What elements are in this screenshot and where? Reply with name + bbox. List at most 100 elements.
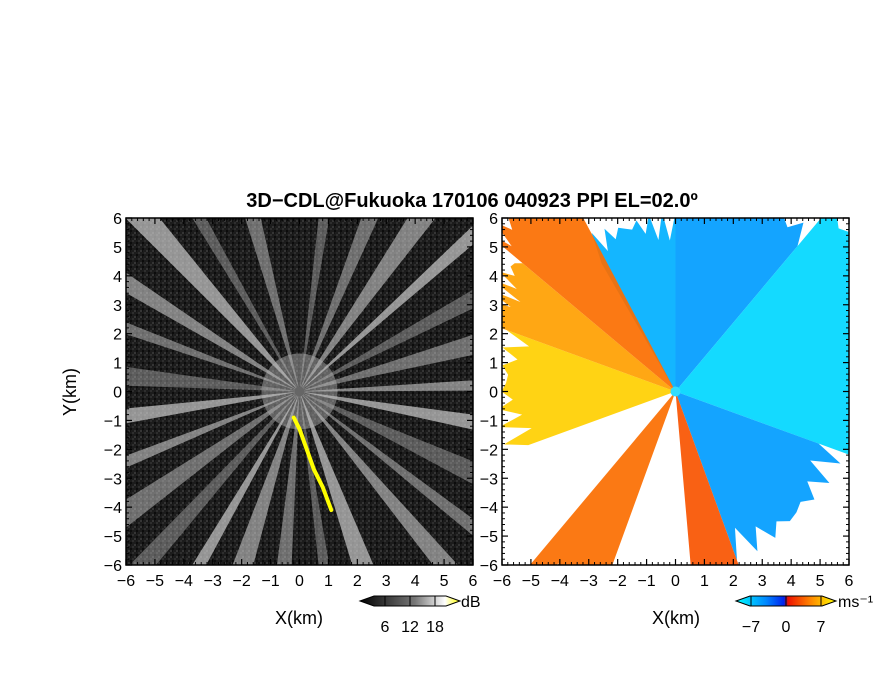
radar-site-marker [294, 386, 305, 397]
velocity-colorbar: −7 0 7 ms⁻¹ [734, 594, 873, 636]
x-tick-label: −3 [204, 573, 222, 590]
velocity-sector [529, 391, 676, 565]
y-tick-label: −3 [480, 471, 498, 488]
y-tick-label: 0 [489, 385, 498, 402]
velocity-sector [675, 218, 804, 392]
x-tick-label: −4 [175, 573, 193, 590]
y-tick-label: −3 [104, 471, 122, 488]
x-tick-label: −4 [551, 573, 569, 590]
x-tick-label: −6 [117, 573, 135, 590]
y-tick-label: 0 [113, 385, 122, 402]
reflectivity-ray [232, 391, 300, 565]
reflectivity-ray [126, 391, 300, 424]
x-tick-label: −5 [522, 573, 540, 590]
x-tick-label: −5 [146, 573, 164, 590]
reflectivity-ray [299, 391, 374, 565]
colorbar-tick-label: 0 [782, 619, 791, 636]
reflectivity-ray [299, 391, 473, 485]
colorbar-tick-label: −7 [742, 619, 760, 636]
velocity-sector [675, 391, 739, 565]
x-tick-label: 4 [787, 573, 796, 590]
x-tick-label: 6 [469, 573, 478, 590]
reflectivity-ray [192, 391, 300, 565]
reflectivity-ray [126, 391, 300, 528]
y-tick-label: 3 [489, 298, 498, 315]
reflectivity-ray [129, 391, 300, 565]
reflectivity-colorbar-unit: dB [461, 594, 481, 611]
x-tick-label: 1 [324, 573, 333, 590]
yellow-echo-streak [291, 415, 334, 513]
y-tick-label: −1 [480, 413, 498, 430]
x-tick-label: 2 [729, 573, 738, 590]
chart-title: 3D−CDL@Fukuoka 170106 040923 PPI EL=02.0… [246, 190, 698, 212]
y-tick-label: −2 [104, 442, 122, 459]
colorbar-tick-label: 6 [381, 619, 390, 636]
reflectivity-ray [299, 218, 436, 392]
reflectivity-ray [299, 391, 330, 565]
x-tick-label: 3 [758, 573, 767, 590]
y-tick-label: −5 [104, 529, 122, 546]
y-tick-label: 1 [113, 356, 122, 373]
reflectivity-axis-ticks: −6 6 −5 5 −4 4 −3 3 −2 2 −1 1 0 0 1 −1 2 −2 3 −3 4 −4 5 −5 6 −6 [104, 211, 478, 590]
y-tick-label: 5 [113, 240, 122, 257]
y-tick-label: −6 [480, 558, 498, 575]
colorbar-tick-label: 18 [426, 619, 444, 636]
x-tick-label: −2 [609, 573, 627, 590]
reflectivity-ylabel: Y(km) [60, 368, 80, 416]
x-tick-label: −1 [261, 573, 279, 590]
reflectivity-xlabel: X(km) [275, 608, 323, 628]
x-tick-label: 5 [816, 573, 825, 590]
y-tick-label: 6 [113, 211, 122, 228]
y-tick-label: −4 [104, 500, 122, 517]
velocity-sector [502, 218, 676, 392]
reflectivity-ray [192, 218, 300, 392]
velocity-sectors [502, 218, 849, 565]
reflectivity-ray [126, 391, 300, 468]
velocity-panel: −6 6 −5 5 −4 4 −3 3 −2 2 −1 1 0 0 1 −1 2 −2 3 −3 4 −4 5 −5 6 −6 X… [480, 211, 854, 628]
x-tick-label: −2 [233, 573, 251, 590]
reflectivity-colorbar: 6 12 18 dB [358, 594, 481, 636]
y-tick-label: −5 [480, 529, 498, 546]
x-tick-label: 0 [295, 573, 304, 590]
velocity-colorbar-unit-text: ms⁻¹ [838, 594, 873, 611]
reflectivity-ray [126, 218, 300, 392]
velocity-xlabel: X(km) [652, 608, 700, 628]
x-tick-label: −6 [493, 573, 511, 590]
colorbar-tick-label: 7 [817, 619, 826, 636]
x-tick-label: −3 [580, 573, 598, 590]
reflectivity-colorbar-ticks: 6 12 18 [381, 596, 444, 636]
y-tick-label: 6 [489, 211, 498, 228]
reflectivity-rays [126, 218, 473, 565]
reflectivity-ray [299, 391, 473, 430]
x-tick-label: 1 [700, 573, 709, 590]
reflectivity-ray [126, 322, 300, 392]
y-tick-label: −1 [104, 413, 122, 430]
reflectivity-ray [299, 218, 330, 392]
reflectivity-ray [299, 218, 379, 392]
reflectivity-panel: −6 6 −5 5 −4 4 −3 3 −2 2 −1 1 0 0 1 −1 2 −2 3 −3 4 −4 5 −5 6 −6 X… [60, 211, 478, 628]
y-tick-label: −2 [480, 442, 498, 459]
x-tick-label: 6 [845, 573, 854, 590]
y-tick-label: 4 [113, 269, 122, 286]
y-tick-label: 3 [113, 298, 122, 315]
x-tick-label: 5 [440, 573, 449, 590]
reflectivity-ray [299, 391, 458, 565]
y-tick-label: 4 [489, 269, 498, 286]
reflectivity-ray [245, 218, 300, 392]
velocity-sector [591, 218, 676, 392]
y-tick-label: 1 [489, 356, 498, 373]
reflectivity-yellow-streak [291, 415, 334, 513]
velocity-site-marker [670, 386, 681, 397]
y-tick-label: −4 [480, 500, 498, 517]
velocity-colorbar-unit: ms⁻¹ [838, 594, 873, 611]
x-tick-label: 3 [382, 573, 391, 590]
x-tick-label: 2 [353, 573, 362, 590]
velocity-sector [502, 263, 676, 392]
velocity-axis-ticks: −6 6 −5 5 −4 4 −3 3 −2 2 −1 1 0 0 1 −1 2 −2 3 −3 4 −4 5 −5 6 −6 [480, 211, 854, 590]
reflectivity-ray [299, 334, 473, 392]
velocity-colorbar-ticks: −7 0 7 [742, 596, 826, 636]
x-tick-label: −1 [637, 573, 655, 590]
y-tick-label: −6 [104, 558, 122, 575]
reflectivity-ray [126, 366, 300, 392]
